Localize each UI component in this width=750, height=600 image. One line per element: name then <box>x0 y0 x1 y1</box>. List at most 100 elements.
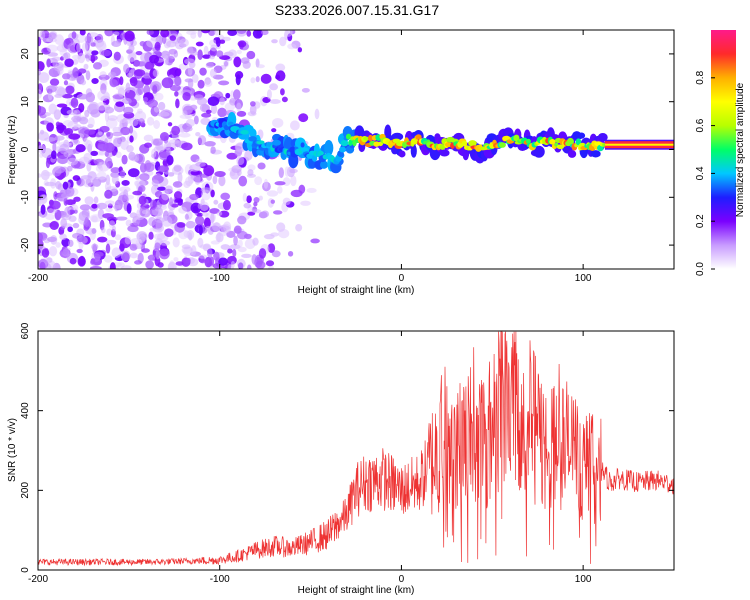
noise-blob <box>110 167 121 174</box>
noise-blob <box>190 104 198 111</box>
noise-blob <box>169 260 175 269</box>
ridge-core <box>240 130 249 135</box>
noise-blob <box>93 196 99 204</box>
noise-blob <box>87 123 94 128</box>
noise-blob <box>126 203 132 214</box>
x-tick-label: -100 <box>210 574 230 585</box>
noise-blob <box>47 85 58 90</box>
noise-blob <box>158 193 170 205</box>
noise-blob <box>164 228 174 238</box>
noise-blob <box>125 82 131 93</box>
noise-blob <box>200 117 211 125</box>
noise-blob <box>218 257 228 266</box>
noise-blob <box>57 155 69 165</box>
noise-blob <box>91 215 98 223</box>
noise-blob <box>113 137 122 148</box>
noise-blob <box>97 89 110 101</box>
noise-blob <box>47 236 57 242</box>
noise-blob <box>128 151 136 161</box>
noise-blob <box>68 133 81 140</box>
noise-blob <box>72 222 80 229</box>
colorbar-tick-label: 0.0 <box>695 262 706 276</box>
noise-blob <box>119 186 131 193</box>
noise-blob <box>177 172 183 183</box>
noise-blob <box>41 47 51 55</box>
noise-blob <box>168 197 174 207</box>
noise-blob <box>236 156 245 166</box>
noise-blob <box>207 248 213 258</box>
noise-blob <box>215 50 224 58</box>
colorbar-label: Normalized spectral amplitude <box>735 82 746 217</box>
noise-blob <box>153 233 165 240</box>
noise-blob <box>129 252 138 259</box>
noise-blob <box>275 63 286 72</box>
noise-blob <box>159 111 170 117</box>
noise-blob <box>186 257 191 264</box>
spectrogram-x-ticks: -200 -100 0 100 <box>28 30 592 284</box>
noise-blob <box>111 40 122 47</box>
noise-blob <box>258 248 267 259</box>
noise-blob <box>159 240 171 246</box>
noise-blob <box>199 244 210 250</box>
noise-blob <box>145 260 154 269</box>
noise-blob <box>85 139 93 151</box>
ridge-core <box>439 144 446 150</box>
noise-blob <box>53 165 66 174</box>
noise-blob <box>203 165 215 176</box>
noise-blob <box>46 36 53 43</box>
noise-blob <box>153 120 161 129</box>
noise-blob <box>111 150 117 157</box>
noise-blob <box>254 176 263 186</box>
noise-blob <box>76 93 89 100</box>
ridge-halo <box>533 145 545 158</box>
noise-blob <box>261 30 269 36</box>
noise-blob <box>236 110 247 117</box>
noise-blob <box>237 246 247 253</box>
noise-blob <box>54 135 65 141</box>
noise-blob <box>72 175 81 181</box>
noise-blob <box>199 258 206 264</box>
noise-blob <box>129 243 138 251</box>
noise-blob <box>78 255 86 266</box>
noise-blob <box>158 248 170 260</box>
noise-blob <box>237 40 247 48</box>
noise-blob <box>114 234 122 241</box>
noise-blob <box>209 68 217 78</box>
noise-blob <box>209 208 220 214</box>
noise-blob <box>88 32 99 38</box>
noise-blob <box>196 212 203 217</box>
x-tick-label: -200 <box>28 574 48 585</box>
noise-blob <box>122 97 132 105</box>
noise-blob <box>91 50 99 56</box>
noise-blob <box>83 152 93 163</box>
noise-blob <box>73 196 81 202</box>
noise-blob <box>95 131 105 142</box>
noise-blob <box>163 55 169 66</box>
noise-blob <box>218 175 226 187</box>
noise-blob <box>152 84 158 94</box>
noise-blob <box>129 125 134 134</box>
noise-blob <box>217 107 227 118</box>
noise-blob <box>38 248 41 255</box>
noise-blob <box>207 96 220 107</box>
noise-blob <box>156 146 167 151</box>
noise-blob <box>200 187 212 193</box>
snr-plot-area <box>38 331 674 570</box>
noise-blob <box>39 261 46 269</box>
noise-blob <box>244 149 253 161</box>
noise-blob <box>197 79 205 89</box>
noise-blob <box>278 228 290 239</box>
noise-blob <box>287 250 294 257</box>
noise-blob <box>127 168 140 178</box>
noise-blob <box>247 111 257 117</box>
noise-blob <box>111 174 119 185</box>
noise-blob <box>42 171 53 177</box>
noise-blob <box>314 108 320 120</box>
noise-blob <box>178 206 187 214</box>
noise-blob <box>46 44 58 53</box>
noise-blob <box>49 200 61 210</box>
noise-blob <box>144 142 153 148</box>
noise-blob <box>72 67 79 78</box>
noise-blob <box>104 30 114 37</box>
noise-blob <box>247 164 256 171</box>
